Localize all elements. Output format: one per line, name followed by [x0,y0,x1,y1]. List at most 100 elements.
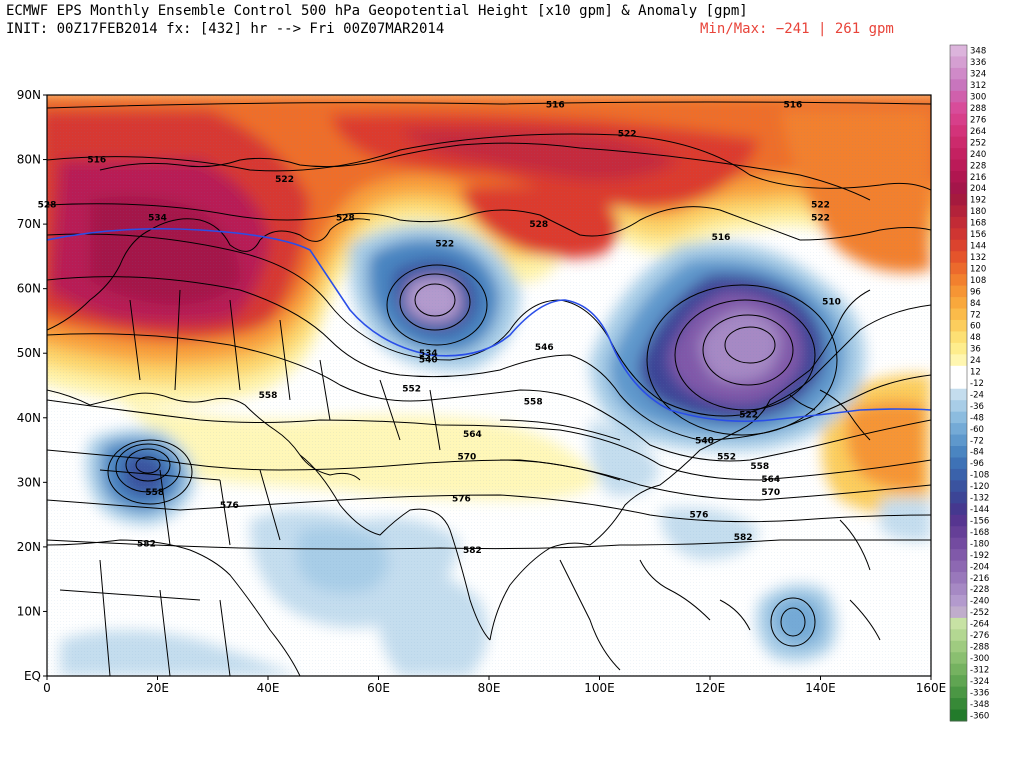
colorbar-label: 324 [970,70,986,80]
lon-tick-label: 20E [146,681,169,695]
colorbar-label: -84 [970,448,984,458]
min-max-readout: Min/Max: −241 | 261 gpm [700,21,894,37]
lat-tick-label: EQ [24,669,41,683]
contour-label: 534 [148,214,167,224]
height-contours [47,101,931,647]
colorbar-swatch [950,45,967,57]
colorbar-swatch [950,572,967,585]
colorbar-swatch [950,228,967,241]
colorbar-swatch [950,136,967,149]
colorbar-label: 96 [970,287,981,297]
colorbar-label: 72 [970,310,981,320]
colorbar-swatch [950,606,967,619]
contour-label: 540 [695,436,714,446]
colorbar-label: -288 [970,643,989,653]
contour-label: 558 [524,398,543,408]
colorbar-swatch [950,102,967,115]
colorbar-label: -276 [970,631,989,641]
colorbar-label: -60 [970,425,984,435]
contour-label: 576 [690,511,709,521]
colorbar-label: -204 [970,562,989,572]
colorbar-label: 156 [970,230,986,240]
colorbar-label: 204 [970,184,986,194]
colorbar-swatch [950,503,967,516]
colorbar-label: 336 [970,58,986,68]
lon-tick-label: 100E [584,681,615,695]
colorbar-swatch [950,56,967,69]
colorbar-label: 12 [970,368,981,378]
colorbar-swatch [950,79,967,92]
contour-label: 564 [761,475,780,485]
colorbar-label: -108 [970,471,989,481]
colorbar-swatch [950,251,967,264]
lat-tick-label: 80N [17,153,41,167]
colorbar-label: -360 [970,711,989,721]
colorbar-label: 144 [970,242,986,252]
colorbar-swatch [950,125,967,138]
lat-tick-label: 40N [17,411,41,425]
contour-label: 522 [275,175,294,185]
colorbar-swatch [950,193,967,206]
latitude-axis: EQ 10N 20N 30N 40N 50N 60N 70N 80N 90N [17,88,47,683]
colorbar-swatch [950,365,967,378]
colorbar-swatch [950,686,967,699]
contour-label: 516 [783,101,802,111]
colorbar-swatch [950,113,967,126]
contour-label: 576 [452,494,471,504]
colorbar-swatch [950,377,967,390]
contour-label: 570 [458,453,477,463]
colorbar-label: -168 [970,528,989,538]
colorbar-swatch [950,400,967,413]
colorbar-swatch [950,216,967,229]
colorbar-label: 252 [970,138,986,148]
lat-tick-label: 90N [17,88,41,102]
lat-tick-label: 50N [17,346,41,360]
contour-label: 546 [535,343,554,353]
colorbar-swatch [950,159,967,172]
contour-label: 534 [419,349,438,359]
colorbar-label: 180 [970,207,986,217]
colorbar-swatch [950,709,967,722]
lon-tick-label: 80E [478,681,501,695]
colorbar-label: 168 [970,219,986,229]
colorbar-label: -300 [970,654,989,664]
contour-label: 576 [220,501,239,511]
contour-label: 522 [435,239,454,249]
contour-label: 516 [712,233,731,243]
contour-label: 528 [529,220,548,230]
colorbar-label: 24 [970,356,981,366]
colorbar-label: -324 [970,677,989,687]
colorbar-label: -336 [970,688,989,698]
lon-tick-label: 40E [257,681,280,695]
colorbar-label: 108 [970,276,986,286]
colorbar-label: 216 [970,173,986,183]
colorbar-swatch [950,388,967,401]
contour-label: 522 [811,214,830,224]
contour-label: 510 [822,298,841,308]
contour-label: 582 [734,533,753,543]
colorbar-swatch [950,411,967,424]
longitude-axis: 0 20E 40E 60E 80E 100E 120E 140E 160E [43,676,946,695]
colorbar-swatch [950,342,967,355]
colorbar-swatch [950,239,967,252]
lat-tick-label: 10N [17,604,41,618]
colorbar-label: 300 [970,93,986,103]
colorbar-label: -192 [970,551,989,561]
colorbar-swatch [950,617,967,630]
contour-label: 522 [618,130,637,140]
colorbar-label: -24 [970,390,984,400]
colorbar-swatch [950,67,967,80]
colorbar-swatch [950,514,967,527]
lat-tick-label: 70N [17,217,41,231]
contour-label: 564 [463,430,482,440]
colorbar-swatch [950,423,967,436]
colorbar-label: 240 [970,150,986,160]
colorbar-swatch [950,640,967,653]
lon-tick-label: 0 [43,681,51,695]
anomaly-fill [47,95,931,676]
colorbar-swatch [950,537,967,550]
colorbar-label: -48 [970,413,984,423]
colorbar-label: -252 [970,608,989,618]
lat-tick-label: 20N [17,540,41,554]
